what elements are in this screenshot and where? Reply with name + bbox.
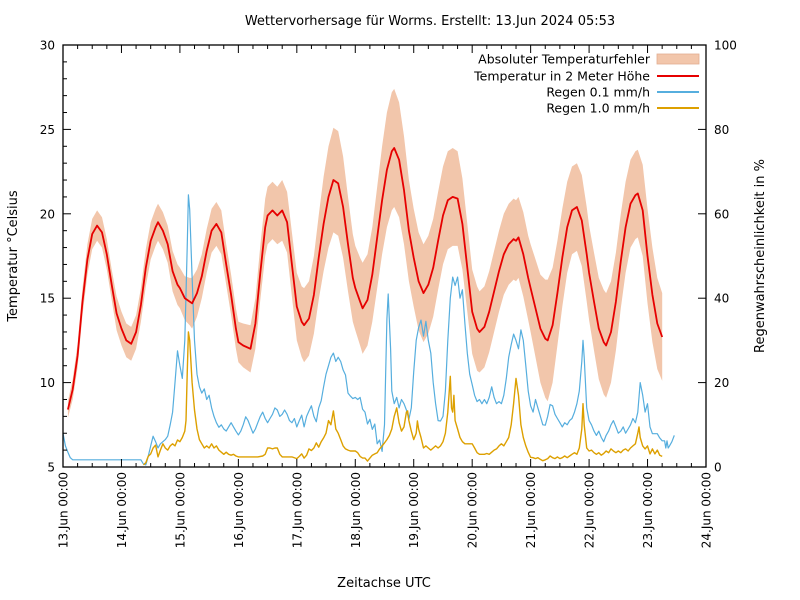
svg-text:40: 40 [714, 292, 729, 306]
rain-10-line [142, 331, 663, 466]
tick-labels: 13.Jun 00:00 14.Jun 00:00 15.Jun 00:00 16.J… [40, 39, 737, 549]
svg-text:22.Jun 00:00: 22.Jun 00:00 [583, 472, 597, 548]
rain-01-line [62, 194, 675, 466]
svg-text:17.Jun 00:00: 17.Jun 00:00 [290, 472, 304, 548]
temperature-line [67, 147, 664, 410]
svg-text:20: 20 [714, 376, 729, 390]
legend-label: Regen 0.1 mm/h [546, 85, 650, 100]
right-axis-label: Regenwahrscheinlichkeit in % [753, 159, 768, 353]
svg-text:21.Jun 00:00: 21.Jun 00:00 [524, 472, 538, 548]
svg-text:13.Jun 00:00: 13.Jun 00:00 [57, 472, 71, 548]
svg-text:20.Jun 00:00: 20.Jun 00:00 [466, 472, 480, 548]
svg-text:23.Jun 00:00: 23.Jun 00:00 [641, 472, 655, 548]
svg-text:18.Jun 00:00: 18.Jun 00:00 [349, 472, 363, 548]
temperature-error-band [67, 88, 663, 419]
svg-text:16.Jun 00:00: 16.Jun 00:00 [232, 472, 246, 548]
svg-text:5: 5 [47, 461, 55, 475]
chart-title: Wettervorhersage für Worms. Erstellt: 13… [245, 14, 615, 29]
svg-text:0: 0 [714, 461, 722, 475]
legend: Absoluter Temperaturfehler Temperatur in … [473, 52, 700, 116]
plot-area: 13.Jun 00:00 14.Jun 00:00 15.Jun 00:00 16.J… [40, 39, 737, 549]
legend-label: Temperatur in 2 Meter Höhe [473, 69, 650, 84]
svg-text:10: 10 [40, 376, 55, 390]
svg-text:24.Jun 00:00: 24.Jun 00:00 [700, 472, 714, 548]
svg-text:100: 100 [714, 39, 737, 53]
svg-text:60: 60 [714, 207, 729, 221]
svg-text:19.Jun 00:00: 19.Jun 00:00 [407, 472, 421, 548]
svg-text:80: 80 [714, 123, 729, 137]
svg-text:14.Jun 00:00: 14.Jun 00:00 [115, 472, 129, 548]
left-axis-label: Temperatur °Celsius [6, 190, 21, 323]
svg-text:15: 15 [40, 292, 55, 306]
legend-label: Regen 1.0 mm/h [546, 101, 650, 116]
svg-text:20: 20 [40, 207, 55, 221]
svg-text:30: 30 [40, 39, 55, 53]
svg-text:25: 25 [40, 123, 55, 137]
axis-ticks [62, 44, 707, 468]
legend-band-swatch [656, 53, 700, 65]
x-axis-label: Zeitachse UTC [337, 576, 431, 591]
svg-text:15.Jun 00:00: 15.Jun 00:00 [173, 472, 187, 548]
legend-label: Absoluter Temperaturfehler [478, 52, 651, 67]
